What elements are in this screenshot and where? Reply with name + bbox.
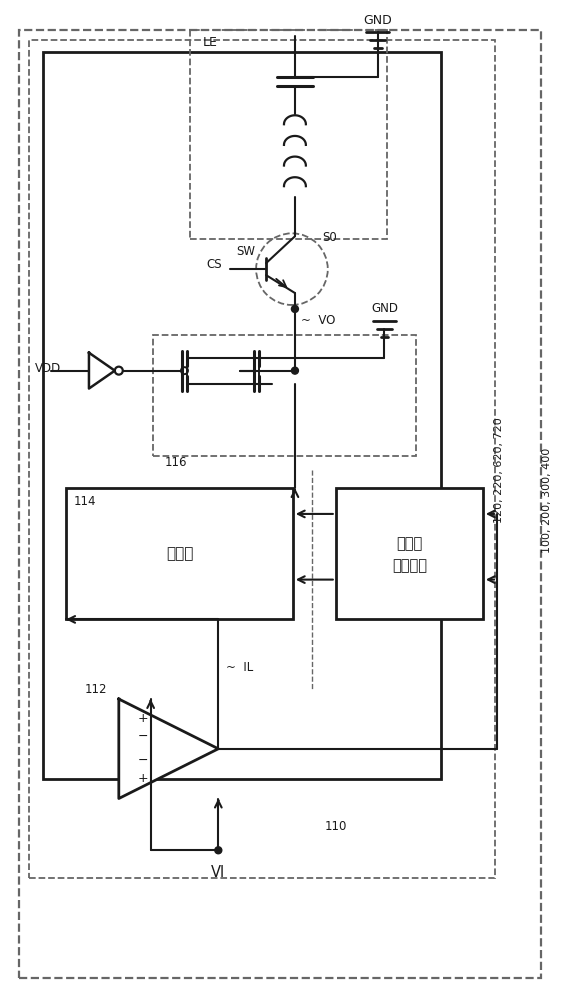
Text: VDD: VDD (35, 362, 61, 375)
Bar (66, 488, 293, 619)
Text: VI: VI (211, 865, 225, 880)
Text: LE: LE (202, 36, 217, 49)
Text: CS: CS (207, 258, 223, 271)
Text: GND: GND (371, 302, 398, 315)
Bar (43, 52, 441, 779)
Circle shape (292, 305, 298, 312)
Text: 强化电路: 强化电路 (392, 558, 427, 573)
Text: ~  VO: ~ VO (301, 314, 336, 327)
Text: 110: 110 (325, 820, 347, 833)
Bar (191, 30, 387, 239)
Circle shape (292, 367, 298, 374)
Circle shape (215, 847, 222, 854)
Text: +: + (137, 712, 148, 725)
Text: 负载级: 负载级 (166, 546, 193, 561)
Text: GND: GND (363, 14, 392, 27)
Text: 回转率: 回转率 (396, 536, 423, 551)
Text: −: − (138, 730, 148, 743)
Polygon shape (89, 353, 115, 389)
Text: +: + (137, 772, 148, 785)
Text: 120, 220, 620, 720: 120, 220, 620, 720 (494, 417, 504, 523)
Text: 116: 116 (165, 456, 187, 469)
Text: 114: 114 (74, 495, 97, 508)
Text: 100, 200, 300, 400: 100, 200, 300, 400 (542, 447, 552, 553)
Text: ~  IL: ~ IL (226, 661, 253, 674)
Text: SW: SW (236, 245, 255, 258)
Bar (153, 335, 416, 456)
Polygon shape (119, 699, 218, 799)
Text: −: − (138, 754, 148, 767)
Bar (29, 40, 495, 878)
Text: S0: S0 (322, 231, 337, 244)
Text: 112: 112 (84, 683, 107, 696)
Bar (336, 488, 483, 619)
